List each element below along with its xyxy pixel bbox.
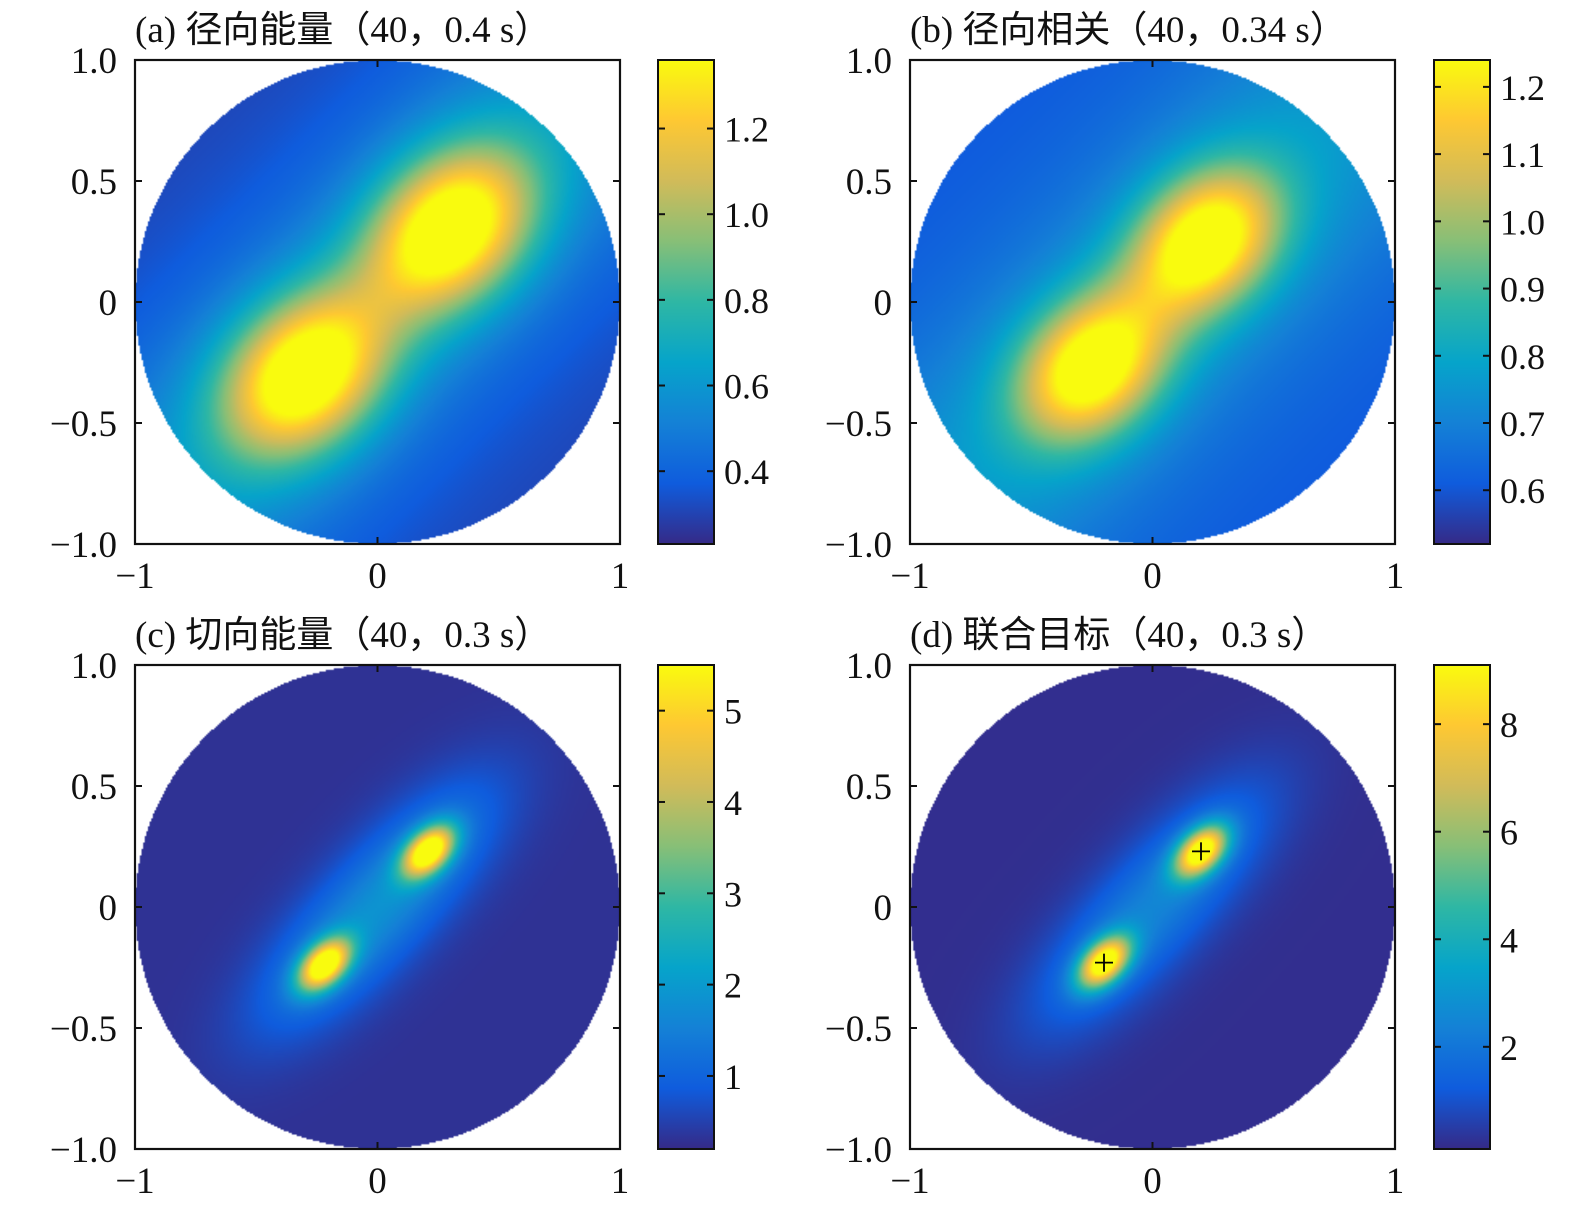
chart-panel-1: (a) 径向能量（40，0.4 s） 1.0 0.5 0 −0.5 −1.0−1 0 1 0.4… bbox=[50, 9, 769, 597]
x-tick-label: 0 bbox=[1143, 1161, 1162, 1202]
y-tick-label: 0 bbox=[99, 283, 118, 324]
colorbar-tick-label: 2 bbox=[724, 966, 742, 1006]
colorbar-tick-label: 8 bbox=[1500, 705, 1518, 745]
y-tick-label: −0.5 bbox=[825, 404, 892, 445]
y-tick-label: 1.0 bbox=[71, 41, 117, 82]
y-tick-label: 0.5 bbox=[846, 767, 892, 808]
y-tick-label: −1.0 bbox=[50, 525, 117, 566]
x-tick-label: 0 bbox=[368, 556, 387, 597]
y-tick-label: −1.0 bbox=[825, 1130, 892, 1171]
colorbar-tick-label: 0.6 bbox=[1500, 471, 1545, 511]
colorbar-tick-label: 0.8 bbox=[724, 281, 769, 321]
y-tick-label: −0.5 bbox=[50, 404, 117, 445]
x-tick-label: 0 bbox=[1143, 556, 1162, 597]
x-tick-label: −1 bbox=[890, 556, 929, 597]
x-tick-label: 1 bbox=[611, 556, 630, 597]
y-tick-label: 0.5 bbox=[846, 162, 892, 203]
y-tick-label: −0.5 bbox=[825, 1009, 892, 1050]
y-tick-label: 1.0 bbox=[846, 41, 892, 82]
colorbar bbox=[1433, 664, 1491, 1150]
chart-panel-2: (b) 径向相关（40，0.34 s） 1.0 0.5 0 −0.5 −1.0−1 0 1 0.… bbox=[825, 9, 1545, 597]
heatmap-disk bbox=[135, 60, 620, 544]
heatmap-disk bbox=[910, 60, 1395, 544]
colorbar-tick-label: 1.2 bbox=[1500, 68, 1545, 108]
colorbar-tick-label: 5 bbox=[724, 692, 742, 732]
panel-title: (b) 径向相关（40，0.34 s） bbox=[910, 9, 1347, 51]
x-tick-label: −1 bbox=[890, 1161, 929, 1202]
y-tick-label: 0 bbox=[874, 283, 893, 324]
y-tick-label: 0.5 bbox=[71, 767, 117, 808]
y-tick-label: 0 bbox=[99, 888, 118, 929]
colorbar-tick-label: 4 bbox=[1500, 920, 1518, 960]
x-tick-label: −1 bbox=[115, 556, 154, 597]
x-tick-label: 0 bbox=[368, 1161, 387, 1202]
x-tick-label: 1 bbox=[611, 1161, 630, 1202]
colorbar-tick-label: 3 bbox=[724, 874, 742, 914]
colorbar-tick-label: 6 bbox=[1500, 813, 1518, 853]
chart-panel-4: (d) 联合目标（40，0.3 s） 1.0 0.5 0 −0.5 −1.0−1 0 1 2 4 6… bbox=[825, 614, 1518, 1202]
colorbar-tick-label: 1 bbox=[724, 1057, 742, 1097]
heatmap-disk bbox=[910, 665, 1395, 1149]
x-tick-label: 1 bbox=[1386, 1161, 1405, 1202]
colorbar-tick-label: 0.9 bbox=[1500, 270, 1545, 310]
panel-title: (a) 径向能量（40，0.4 s） bbox=[135, 9, 551, 51]
colorbar bbox=[657, 59, 715, 545]
colorbar-tick-label: 0.4 bbox=[724, 452, 769, 492]
y-tick-label: 1.0 bbox=[846, 646, 892, 687]
peak-marker bbox=[1095, 953, 1113, 972]
y-tick-label: 0 bbox=[874, 888, 893, 929]
chart-panel-3: (c) 切向能量（40，0.3 s） 1.0 0.5 0 −0.5 −1.0−1 0 1 1 2 3… bbox=[50, 614, 742, 1202]
y-tick-label: 0.5 bbox=[71, 162, 117, 203]
colorbar-tick-label: 1.2 bbox=[724, 110, 769, 150]
colorbar-tick-label: 1.0 bbox=[724, 195, 769, 235]
x-tick-label: −1 bbox=[115, 1161, 154, 1202]
colorbar-tick-label: 1.1 bbox=[1500, 135, 1545, 175]
peak-marker bbox=[1192, 842, 1210, 861]
panel-title: (d) 联合目标（40，0.3 s） bbox=[910, 614, 1328, 656]
colorbar-tick-label: 1.0 bbox=[1500, 202, 1545, 242]
colorbar-tick-label: 0.8 bbox=[1500, 337, 1545, 377]
heatmap-disk bbox=[135, 665, 620, 1149]
y-tick-label: −1.0 bbox=[825, 525, 892, 566]
panel-title: (c) 切向能量（40，0.3 s） bbox=[135, 614, 551, 656]
colorbar bbox=[1433, 59, 1491, 545]
colorbar-tick-label: 4 bbox=[724, 783, 742, 823]
y-tick-label: 1.0 bbox=[71, 646, 117, 687]
colorbar-tick-label: 0.7 bbox=[1500, 404, 1545, 444]
colorbar-tick-label: 2 bbox=[1500, 1028, 1518, 1068]
y-tick-label: −1.0 bbox=[50, 1130, 117, 1171]
x-tick-label: 1 bbox=[1386, 556, 1405, 597]
y-tick-label: −0.5 bbox=[50, 1009, 117, 1050]
colorbar bbox=[657, 664, 715, 1150]
colorbar-tick-label: 0.6 bbox=[724, 367, 769, 407]
